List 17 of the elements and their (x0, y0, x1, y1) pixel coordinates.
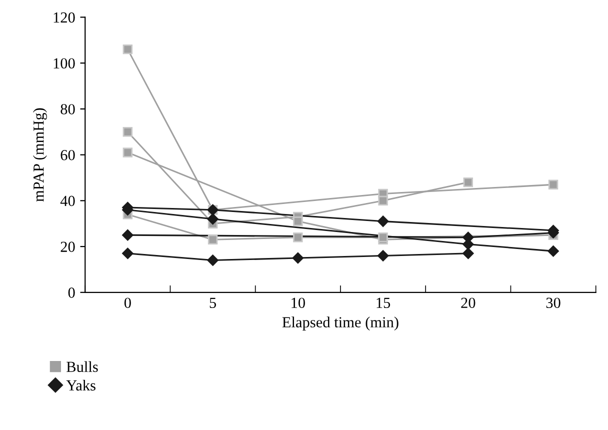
x-tick-label: 0 (124, 298, 131, 308)
x-tick-label: 10 (292, 298, 305, 308)
y-tick-label: 80 (60, 104, 75, 114)
x-tick-label: 5 (210, 298, 216, 308)
x-tick-label: 30 (546, 298, 560, 308)
y-tick-label: 120 (54, 12, 75, 23)
x-tick-label: 20 (461, 298, 476, 308)
y-tick-label: 40 (60, 196, 75, 206)
y-tick-label: 60 (60, 150, 75, 160)
y-tick-label: 100 (54, 58, 75, 69)
x-tick-label: 15 (376, 298, 390, 308)
y-tick-label: 0 (68, 288, 75, 298)
legend-label: Yaks (66, 380, 96, 391)
y-tick-label: 20 (60, 242, 75, 252)
y-axis-title: mPAP (mmHg) (33, 108, 47, 202)
x-axis-title: Elapsed time (min) (282, 316, 398, 331)
legend-label: Bulls (66, 361, 98, 372)
